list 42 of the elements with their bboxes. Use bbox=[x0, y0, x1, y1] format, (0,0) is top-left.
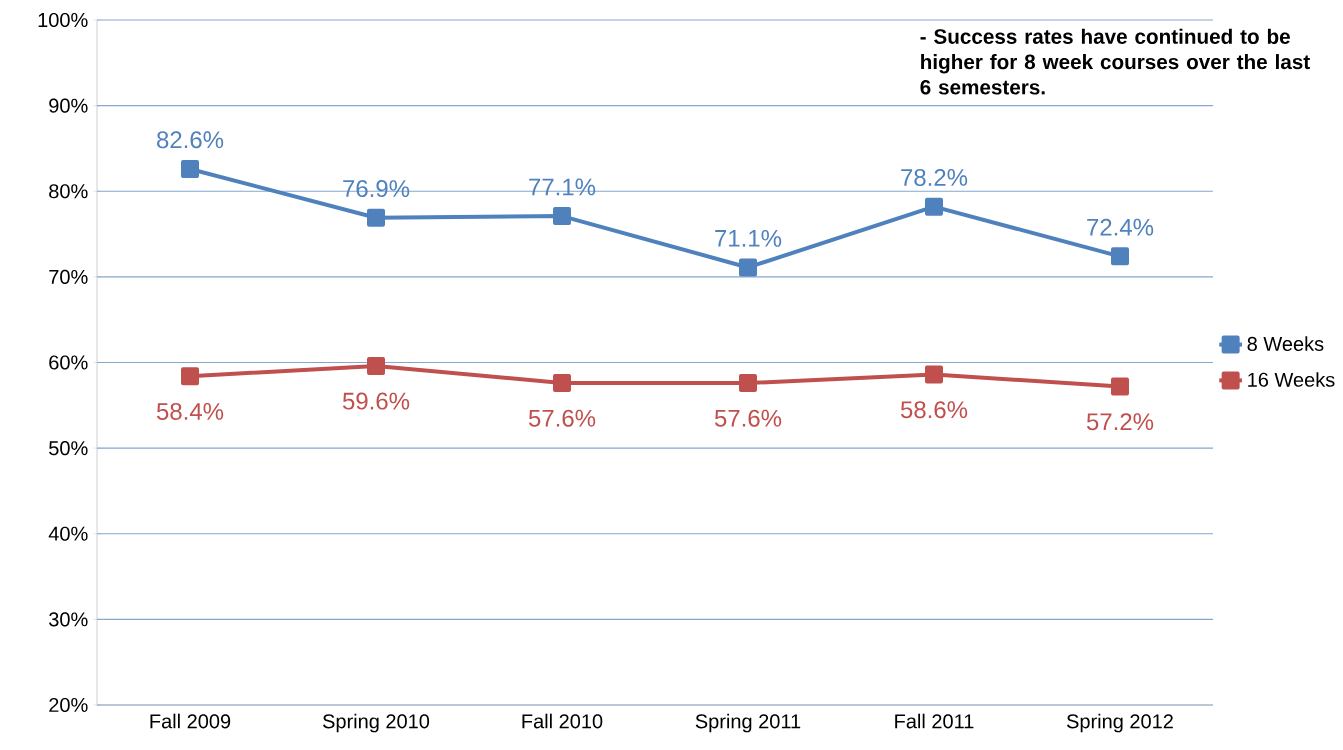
y-tick-label: 80% bbox=[49, 184, 88, 199]
data-label: 57.6% bbox=[528, 409, 596, 427]
data-label: 59.6% bbox=[342, 392, 410, 410]
x-tick-label: Fall 2011 bbox=[895, 713, 974, 729]
legend-label: 16 Weeks bbox=[1248, 372, 1335, 387]
point bbox=[1110, 247, 1129, 266]
y-tick-label: 50% bbox=[49, 441, 88, 456]
y-tick-label: 70% bbox=[49, 269, 88, 284]
y-tick-label: 30% bbox=[49, 612, 88, 627]
point bbox=[367, 356, 385, 375]
data-label: 57.6% bbox=[714, 409, 782, 427]
data-label: 77.1% bbox=[529, 178, 596, 196]
point bbox=[739, 258, 757, 277]
annotation: - Success rates have continued to be higher for 8 week courses over the last 6 semesters. bbox=[920, 28, 1310, 95]
x-tick-label: Spring 2011 bbox=[695, 713, 801, 733]
data-label: 71.1% bbox=[715, 229, 782, 247]
y-tick-label: 90% bbox=[49, 98, 88, 113]
y-tick-label: 40% bbox=[48, 526, 88, 541]
x-tick-label: Spring 2010 bbox=[322, 713, 430, 733]
point bbox=[181, 159, 200, 178]
point bbox=[553, 374, 571, 393]
y-tick-label: 60% bbox=[49, 355, 88, 370]
point bbox=[367, 208, 385, 227]
point bbox=[925, 365, 943, 384]
point bbox=[1110, 377, 1129, 396]
point bbox=[925, 197, 943, 216]
data-label: 58.6% bbox=[900, 401, 968, 419]
x-tick-label: Fall 2010 bbox=[522, 713, 603, 729]
data-label: 76.9% bbox=[343, 180, 410, 198]
data-label: 82.6% bbox=[157, 131, 224, 149]
data-label: 72.4% bbox=[1087, 218, 1154, 236]
y-tick-label: 20% bbox=[49, 697, 88, 713]
x-tick-label: Spring 2012 bbox=[1066, 713, 1173, 733]
legend-label: 8 Weeks bbox=[1247, 336, 1324, 352]
data-label: 58.4% bbox=[156, 402, 224, 420]
point bbox=[739, 374, 757, 393]
point bbox=[553, 207, 571, 226]
data-label: 57.2% bbox=[1086, 413, 1154, 431]
data-label: 78.2% bbox=[901, 168, 968, 186]
y-tick-label: 100% bbox=[38, 12, 88, 28]
point bbox=[181, 367, 200, 386]
x-tick-label: Fall 2009 bbox=[150, 713, 231, 729]
